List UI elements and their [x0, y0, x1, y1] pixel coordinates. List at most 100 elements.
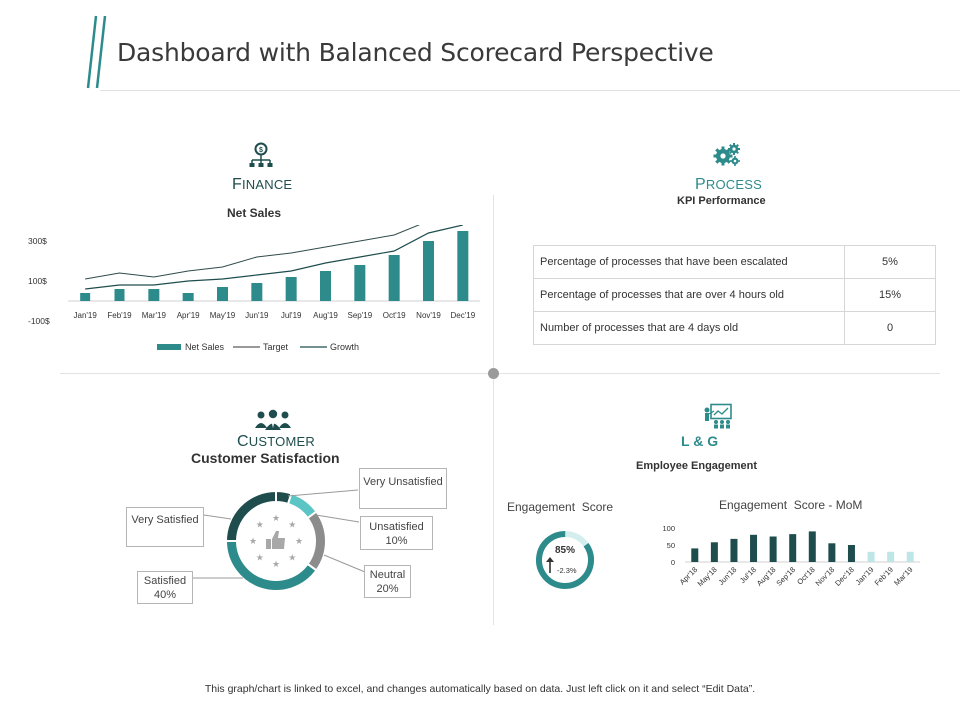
x-tick-label: Dec'19 [451, 311, 476, 320]
mom-bar [867, 551, 875, 562]
mom-bar [710, 542, 718, 562]
net-sales-bar [148, 289, 160, 301]
y-tick-label: 0 [671, 558, 675, 567]
customer-satisfaction-title: Customer Satisfaction [191, 450, 340, 466]
gauge-fill-arc [536, 531, 594, 589]
engagement-score-title: Engagement Score [507, 500, 614, 514]
x-tick-label: Mar'19 [142, 311, 167, 320]
star-icon: ★ [249, 536, 257, 546]
callout-neutral: Neutral 20% [364, 565, 411, 598]
legend-net-sales-label: Net Sales [185, 342, 225, 352]
net-sales-bar [80, 293, 91, 301]
title-accent-stripes [86, 15, 107, 89]
legend-growth-label: Growth [330, 342, 359, 352]
callout-leader-line [287, 489, 359, 497]
star-icon: ★ [256, 520, 264, 530]
table-row: Percentage of processes that are over 4 … [533, 278, 936, 312]
y-tick-label: -100$ [28, 316, 50, 326]
star-icon: ★ [295, 536, 303, 546]
lg-title: L & G [681, 433, 719, 449]
legend-target-label: Target [263, 342, 289, 352]
thumbs-up-icon [272, 531, 285, 549]
net-sales-title: Net Sales [227, 206, 282, 220]
kpi-label: Percentage of processes that are over 4 … [533, 278, 845, 312]
mom-bar [847, 545, 855, 562]
center-dot [488, 368, 499, 379]
gauge-value: 85% [555, 545, 576, 556]
table-row: Number of processes that are 4 days old … [533, 311, 936, 345]
callout-very-satisfied: Very Satisfied [126, 507, 204, 547]
net-sales-bar [251, 283, 263, 301]
engagement-score-gauge [536, 531, 594, 589]
mom-bar [730, 538, 738, 562]
net-sales-bar [388, 255, 400, 301]
mom-bar [769, 536, 777, 562]
gears-icon [713, 143, 740, 166]
net-sales-bar [217, 287, 228, 301]
arrow-up-icon [546, 557, 554, 573]
net-sales-chart: 500$300$100$-100$Jan'19Feb'19Mar'19Apr'1… [28, 225, 480, 352]
x-tick-label: Sep'18 [774, 565, 797, 588]
people-group-icon [255, 409, 291, 430]
mom-bar [887, 551, 895, 562]
x-tick-label: Nov'19 [416, 311, 441, 320]
x-tick-label: Apr'19 [177, 311, 200, 320]
star-icon: ★ [288, 552, 296, 562]
header-divider [100, 90, 960, 91]
svg-text:$: $ [259, 147, 263, 154]
y-tick-label: 100 [662, 524, 675, 533]
x-tick-label: Oct'18 [795, 565, 817, 587]
net-sales-bar [320, 271, 331, 301]
donut-slice-very-satisfied [224, 489, 277, 542]
table-row: Percentage of processes that have been e… [533, 245, 936, 279]
callout-satisfied: Satisfied 40% [137, 571, 193, 604]
kpi-label: Percentage of processes that have been e… [533, 245, 845, 279]
dollar-hierarchy-icon: $ [249, 142, 273, 167]
gauge-change: -2.3% [557, 566, 577, 575]
customer-title: CUSTOMER [237, 433, 315, 450]
customer-satisfaction-donut: ★ ★ ★ ★ ★ ★ ★ ★ [193, 489, 366, 592]
x-tick-label: Feb'19 [107, 311, 132, 320]
footer-note: This graph/chart is linked to excel, and… [204, 683, 756, 695]
page-title: Dashboard with Balanced Scorecard Perspe… [117, 38, 714, 67]
presentation-team-icon [704, 403, 732, 429]
star-icon: ★ [288, 520, 296, 530]
x-tick-label: May'19 [210, 311, 236, 320]
mom-title: Engagement Score - MoM [719, 498, 863, 512]
process-title: PROCESS [695, 176, 762, 193]
kpi-performance-title: KPI Performance [677, 195, 766, 207]
x-tick-label: Mar'19 [892, 565, 914, 587]
x-tick-label: Nov'18 [814, 565, 837, 588]
y-tick-label: 50 [667, 541, 675, 550]
x-tick-label: Oct'19 [383, 311, 406, 320]
x-tick-label: Aug'18 [755, 565, 778, 588]
mom-bar [691, 548, 699, 562]
vertical-divider [493, 195, 494, 625]
x-tick-label: Jun'19 [245, 311, 269, 320]
x-tick-label: May'18 [695, 565, 718, 588]
legend-net-sales-swatch [157, 344, 181, 350]
y-tick-label: 300$ [28, 236, 47, 246]
mom-bar [750, 534, 758, 562]
employee-engagement-title: Employee Engagement [636, 460, 758, 472]
x-tick-label: Jan'19 [74, 311, 98, 320]
kpi-table: Percentage of processes that have been e… [533, 245, 936, 345]
y-tick-label: 100$ [28, 276, 47, 286]
net-sales-bar [354, 265, 366, 301]
kpi-value: 5% [844, 245, 936, 279]
growth-line [85, 225, 463, 290]
mom-bar [808, 531, 816, 562]
mom-bar [789, 534, 797, 562]
net-sales-bar [285, 277, 297, 301]
net-sales-bar [457, 231, 469, 301]
net-sales-bar [182, 293, 194, 301]
mom-bar [906, 551, 914, 562]
star-icon: ★ [256, 552, 264, 562]
x-tick-label: Jun'18 [717, 565, 739, 587]
horizontal-divider [60, 373, 940, 374]
kpi-value: 0 [844, 311, 936, 345]
kpi-label: Number of processes that are 4 days old [533, 311, 845, 345]
star-icon: ★ [272, 559, 280, 569]
callout-unsatisfied: Unsatisfied 10% [360, 516, 433, 550]
